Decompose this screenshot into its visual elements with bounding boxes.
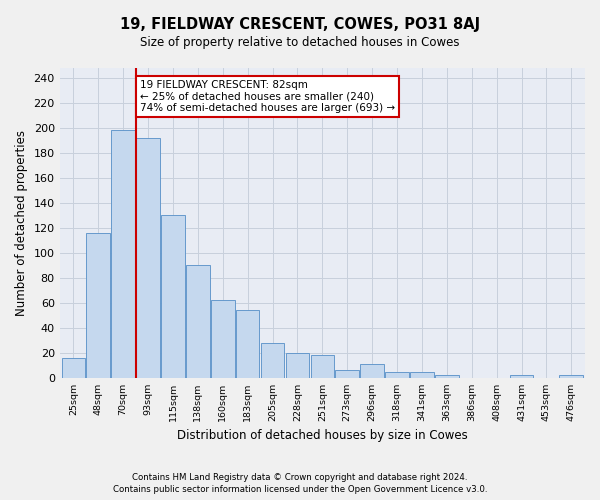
Bar <box>261 343 284 378</box>
Bar <box>559 376 583 378</box>
Bar <box>361 364 384 378</box>
Text: Contains public sector information licensed under the Open Government Licence v3: Contains public sector information licen… <box>113 485 487 494</box>
Bar <box>335 370 359 378</box>
Bar <box>410 372 434 378</box>
Bar <box>62 358 85 378</box>
Bar <box>385 372 409 378</box>
Bar <box>136 138 160 378</box>
Bar <box>86 232 110 378</box>
Text: 19 FIELDWAY CRESCENT: 82sqm
← 25% of detached houses are smaller (240)
74% of se: 19 FIELDWAY CRESCENT: 82sqm ← 25% of det… <box>140 80 395 113</box>
Bar <box>311 356 334 378</box>
Bar <box>509 376 533 378</box>
Bar <box>186 265 209 378</box>
X-axis label: Distribution of detached houses by size in Cowes: Distribution of detached houses by size … <box>177 430 468 442</box>
Text: Size of property relative to detached houses in Cowes: Size of property relative to detached ho… <box>140 36 460 49</box>
Bar <box>236 310 259 378</box>
Text: Contains HM Land Registry data © Crown copyright and database right 2024.: Contains HM Land Registry data © Crown c… <box>132 474 468 482</box>
Y-axis label: Number of detached properties: Number of detached properties <box>15 130 28 316</box>
Text: 19, FIELDWAY CRESCENT, COWES, PO31 8AJ: 19, FIELDWAY CRESCENT, COWES, PO31 8AJ <box>120 18 480 32</box>
Bar <box>112 130 135 378</box>
Bar <box>435 376 458 378</box>
Bar <box>161 215 185 378</box>
Bar <box>211 300 235 378</box>
Bar <box>286 353 309 378</box>
